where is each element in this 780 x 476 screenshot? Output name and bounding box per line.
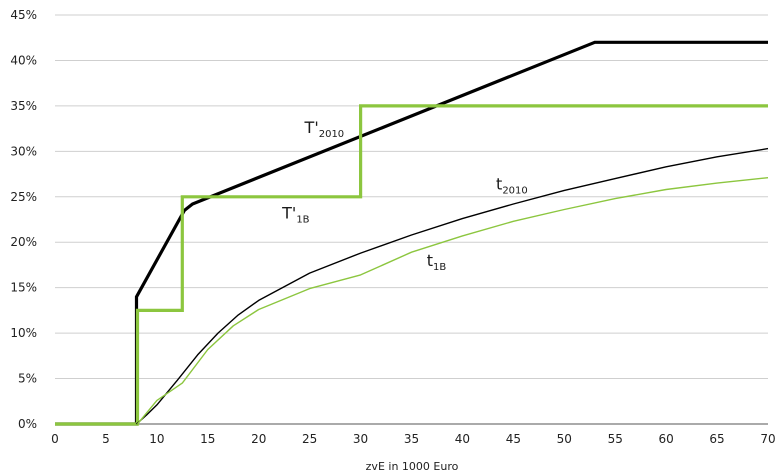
x-tick-label: 20 <box>251 432 266 446</box>
x-tick-label: 0 <box>51 432 59 446</box>
series-line-t1B <box>136 177 769 425</box>
y-tick-label: 35% <box>10 99 37 113</box>
y-tick-label: 20% <box>10 235 37 249</box>
y-tick-label: 40% <box>10 53 37 67</box>
annotation-T2010: T'2010 <box>304 118 345 140</box>
annotation-sub: 1B <box>296 215 309 226</box>
series-lines <box>55 40 769 426</box>
x-tick-label: 35 <box>404 432 419 446</box>
annotation-T1B: T'1B <box>281 204 310 226</box>
series-line-T1B <box>55 104 768 426</box>
y-tick-label: 30% <box>10 144 37 158</box>
y-tick-label: 10% <box>10 326 37 340</box>
x-tick-label: 30 <box>353 432 368 446</box>
x-tick-label: 45 <box>506 432 521 446</box>
y-gridlines <box>55 14 768 380</box>
series-line-t2010 <box>136 147 769 425</box>
y-tick-label: 45% <box>10 8 37 22</box>
annotation-main: T' <box>304 118 319 137</box>
annotation-main: t <box>427 251 433 270</box>
x-tick-label: 40 <box>455 432 470 446</box>
y-tick-label: 5% <box>18 372 37 386</box>
x-tick-label: 15 <box>200 432 215 446</box>
x-tick-label: 55 <box>608 432 623 446</box>
x-tick-label: 5 <box>102 432 110 446</box>
series-line-T2010 <box>55 40 768 426</box>
x-tick-label: 50 <box>557 432 572 446</box>
y-tick-labels: 0% 5% 10% 15% 20% 25% 30% 35% 40% 45% <box>10 8 37 431</box>
x-axis-label: zvE in 1000 Euro <box>366 460 459 473</box>
annotation-t2010: t2010 <box>496 175 528 197</box>
annotation-main: t <box>496 175 502 194</box>
x-tick-label: 10 <box>149 432 164 446</box>
annotation-sub: 2010 <box>319 129 344 140</box>
x-tick-label: 65 <box>709 432 724 446</box>
y-tick-label: 0% <box>18 417 37 431</box>
y-tick-label: 15% <box>10 281 37 295</box>
x-tick-labels: 0 5 10 15 20 25 30 35 40 45 50 55 60 65 70 <box>51 432 775 446</box>
annotation-main: T' <box>281 204 296 223</box>
x-tick-label: 70 <box>760 432 775 446</box>
annotation-t1B: t1B <box>427 251 447 273</box>
annotation-sub: 2010 <box>502 186 527 197</box>
annotation-sub: 1B <box>433 262 446 273</box>
x-tick-label: 25 <box>302 432 317 446</box>
x-tick-label: 60 <box>659 432 674 446</box>
y-tick-label: 25% <box>10 190 37 204</box>
